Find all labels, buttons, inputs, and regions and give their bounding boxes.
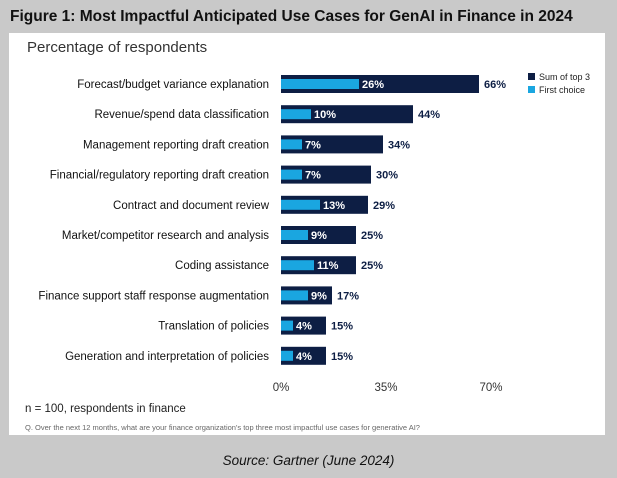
source-caption: Source: Gartner (June 2024) <box>222 453 395 468</box>
first-choice-value-label: 4% <box>296 351 312 363</box>
legend-label-first: First choice <box>539 85 585 95</box>
bar-first-choice <box>281 290 308 301</box>
category-label: Revenue/spend data classification <box>94 109 269 121</box>
survey-question: Q. Over the next 12 months, what are you… <box>25 423 420 432</box>
sum-value-label: 15% <box>331 321 353 333</box>
bar-sum-of-top-3 <box>281 135 383 154</box>
bar-first-choice <box>281 230 308 240</box>
sum-value-label: 66% <box>484 79 506 91</box>
figure-title: Figure 1: Most Impactful Anticipated Use… <box>10 8 573 25</box>
x-tick-label: 35% <box>374 382 397 394</box>
bar-first-choice <box>281 109 311 120</box>
x-tick-label: 0% <box>273 382 290 394</box>
bar-first-choice <box>281 139 302 150</box>
chart-panel: Percentage of respondents Forecast/budge… <box>9 33 605 435</box>
bar-first-choice <box>281 79 359 89</box>
sample-note: n = 100, respondents in finance <box>25 403 186 415</box>
first-choice-value-label: 9% <box>311 230 327 242</box>
bar-sum-of-top-3 <box>281 105 413 124</box>
bar-chart: Forecast/budget variance explanation 26% 6… <box>38 72 590 394</box>
legend-label-sum: Sum of top 3 <box>539 72 590 82</box>
first-choice-value-label: 7% <box>305 139 321 151</box>
bar-first-choice <box>281 320 293 331</box>
category-label: Contract and document review <box>113 200 270 212</box>
legend-swatch-first <box>528 86 535 93</box>
bar-sum-of-top-3 <box>281 165 371 184</box>
x-tick-label: 70% <box>479 382 502 394</box>
legend-swatch-sum <box>528 73 535 80</box>
sum-value-label: 15% <box>331 351 353 363</box>
bar-first-choice <box>281 169 302 180</box>
bar-first-choice <box>281 350 293 361</box>
first-choice-value-label: 26% <box>362 79 384 91</box>
category-label: Finance support staff response augmentat… <box>38 290 269 302</box>
sum-value-label: 29% <box>373 200 395 212</box>
bar-first-choice <box>281 199 320 210</box>
category-label: Forecast/budget variance explanation <box>77 79 269 91</box>
first-choice-value-label: 13% <box>323 200 345 212</box>
first-choice-value-label: 7% <box>305 170 321 182</box>
first-choice-value-label: 4% <box>296 321 312 333</box>
sum-value-label: 17% <box>337 290 359 302</box>
category-label: Financial/regulatory reporting draft cre… <box>50 170 269 182</box>
category-label: Management reporting draft creation <box>83 139 269 151</box>
first-choice-value-label: 11% <box>317 260 339 272</box>
sum-value-label: 44% <box>418 109 440 121</box>
category-label: Market/competitor research and analysis <box>62 230 269 242</box>
sum-value-label: 25% <box>361 260 383 272</box>
first-choice-value-label: 10% <box>314 109 336 121</box>
category-label: Generation and interpretation of policie… <box>65 351 269 363</box>
first-choice-value-label: 9% <box>311 290 327 302</box>
sum-value-label: 25% <box>361 230 383 242</box>
category-label: Translation of policies <box>158 321 269 333</box>
sum-value-label: 34% <box>388 139 410 151</box>
sum-value-label: 30% <box>376 170 398 182</box>
category-label: Coding assistance <box>175 260 269 272</box>
chart-title: Percentage of respondents <box>27 39 208 56</box>
bar-first-choice <box>281 260 314 271</box>
